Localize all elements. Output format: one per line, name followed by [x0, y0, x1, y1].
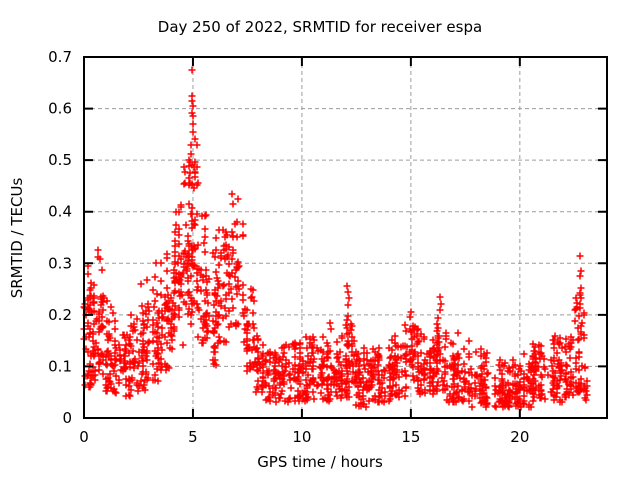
y-tick-label: 0.6 [48, 100, 72, 118]
x-tick-label: 5 [188, 428, 198, 446]
x-tick-labels: 0 5 10 15 20 [79, 428, 529, 446]
y-tick-label: 0.2 [48, 306, 72, 324]
y-tick-label: 0 [62, 409, 72, 427]
y-tick-label: 0.4 [48, 203, 72, 221]
x-tick-label: 20 [510, 428, 529, 446]
chart-title: Day 250 of 2022, SRMTID for receiver esp… [158, 18, 482, 36]
x-tick-label: 10 [292, 428, 311, 446]
y-tick-label: 0.7 [48, 48, 72, 66]
y-tick-labels: 0 0.1 0.2 0.3 0.4 0.5 0.6 0.7 [48, 48, 72, 427]
axis-ticks [83, 56, 607, 419]
y-tick-label: 0.3 [48, 254, 72, 272]
y-tick-label: 0.1 [48, 357, 72, 375]
x-tick-label: 15 [401, 428, 420, 446]
plot-frame [83, 56, 608, 419]
y-axis-label: SRMTID / TECUs [8, 178, 26, 299]
y-tick-label: 0.5 [48, 151, 72, 169]
x-tick-label: 0 [79, 428, 89, 446]
tick-marks [83, 56, 607, 419]
x-axis-label: GPS time / hours [257, 453, 383, 471]
